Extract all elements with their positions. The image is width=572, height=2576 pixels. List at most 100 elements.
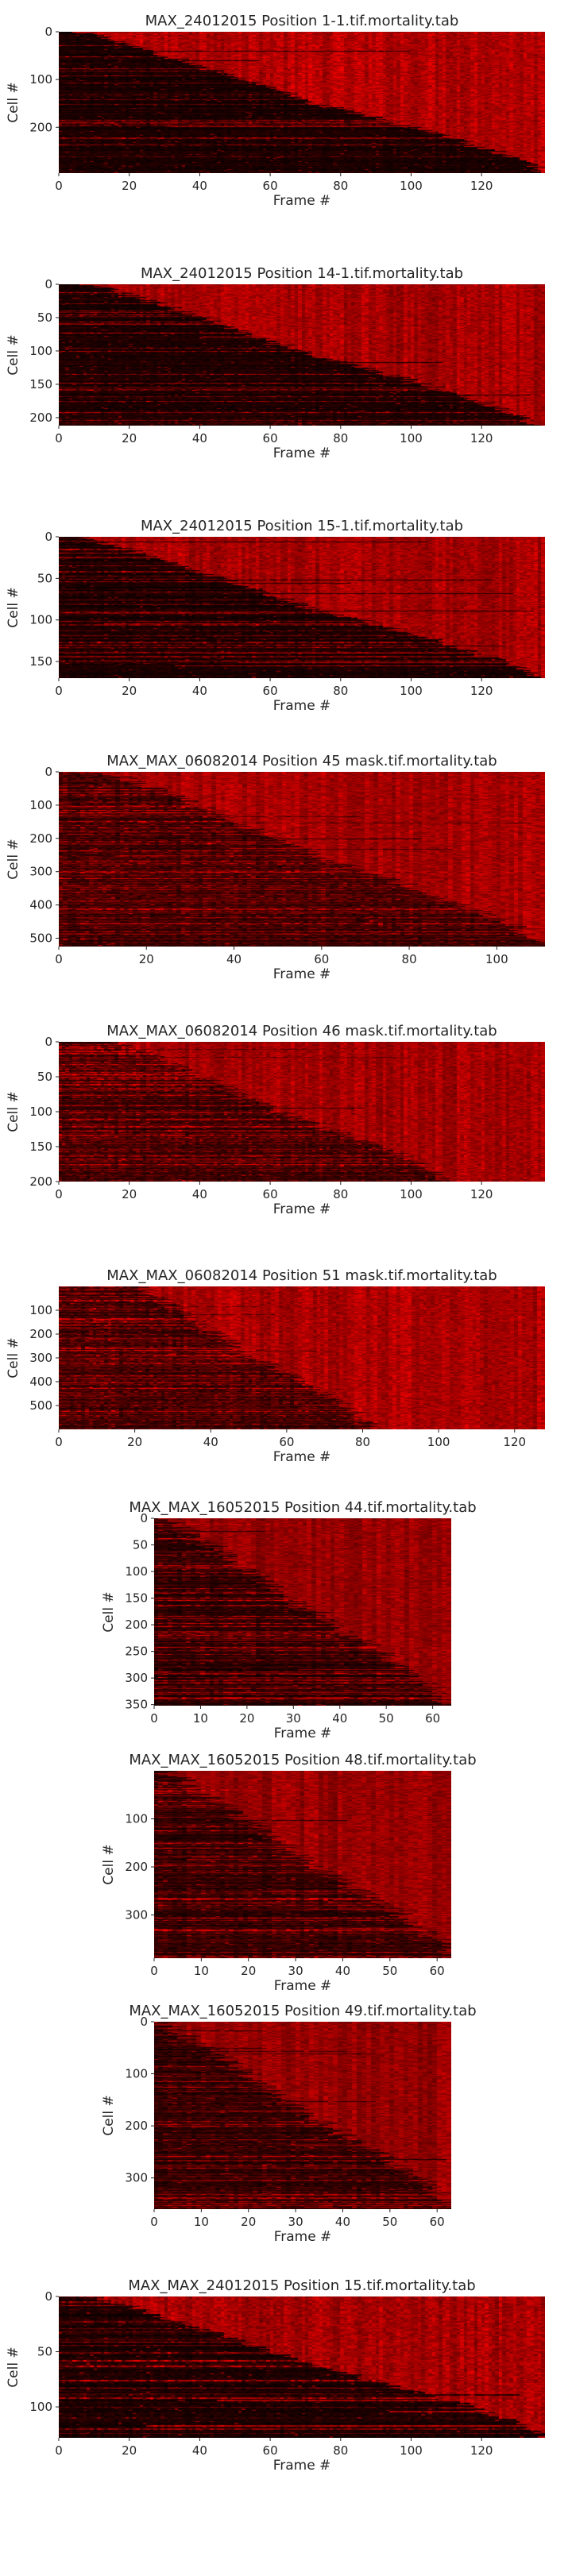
x-tick-label: 120 [470, 179, 493, 193]
y-tick-label: 200 [29, 411, 52, 425]
y-tick-label: 50 [37, 1070, 52, 1084]
heatmap-cells [154, 1771, 451, 1958]
y-tick-label: 200 [29, 120, 52, 134]
x-tick-label: 10 [193, 1711, 208, 1726]
y-tick-label: 100 [125, 2067, 148, 2081]
y-tick-label: 200 [125, 1618, 148, 1632]
x-tick-label: 60 [314, 952, 329, 966]
y-tick-label: 250 [125, 1645, 148, 1659]
y-tick-label: 0 [44, 25, 52, 39]
chart-title: MAX_MAX_16052015 Position 48.tif.mortali… [129, 1752, 476, 1768]
y-axis-label: Cell # [6, 587, 21, 627]
heatmap-cells [59, 284, 545, 426]
y-axis-label: Cell # [101, 1591, 117, 1632]
x-tick-label: 40 [203, 1435, 218, 1449]
x-tick-label: 0 [55, 2443, 63, 2458]
x-tick-label: 20 [127, 1435, 142, 1449]
y-tick-label: 500 [29, 1398, 52, 1413]
y-tick-label: 200 [125, 1860, 148, 1874]
x-tick-label: 0 [55, 952, 63, 966]
heatmap-cells [59, 32, 545, 173]
x-tick-label: 60 [430, 1964, 445, 1978]
y-tick-label: 400 [29, 898, 52, 912]
x-tick-label: 40 [226, 952, 242, 966]
x-tick-label: 30 [288, 2215, 303, 2229]
y-tick-label: 0 [44, 765, 52, 779]
y-tick-label: 350 [125, 1698, 148, 1712]
x-tick-label: 80 [402, 952, 417, 966]
y-axis-label: Cell # [6, 334, 21, 375]
y-tick-label: 0 [44, 1035, 52, 1049]
x-axis-label: Frame # [273, 2458, 331, 2474]
chart-title: MAX_MAX_16052015 Position 44.tif.mortali… [129, 1499, 476, 1516]
heatmap-cells [59, 772, 545, 947]
y-tick-label: 200 [29, 831, 52, 846]
x-tick-label: 40 [192, 2443, 207, 2458]
chart-panel-10: MAX_MAX_24012015 Position 15.tif.mortali… [6, 2277, 545, 2474]
y-axis-label: Cell # [6, 1337, 21, 1378]
chart-title: MAX_MAX_06082014 Position 46 mask.tif.mo… [106, 1023, 497, 1039]
chart-panel-1: MAX_24012015 Position 1-1.tif.mortality.… [6, 13, 545, 209]
chart-title: MAX_MAX_24012015 Position 15.tif.mortali… [128, 2277, 475, 2294]
y-tick-label: 0 [44, 277, 52, 291]
x-tick-label: 100 [427, 1435, 450, 1449]
x-tick-label: 40 [332, 1711, 347, 1726]
x-tick-label: 0 [55, 684, 63, 698]
x-tick-label: 40 [335, 1964, 350, 1978]
chart-panel-8: MAX_MAX_16052015 Position 48.tif.mortali… [101, 1752, 477, 1994]
x-tick-label: 60 [425, 1711, 440, 1726]
x-tick-label: 60 [279, 1435, 294, 1449]
x-tick-label: 100 [485, 952, 508, 966]
x-axis-label: Frame # [273, 1201, 331, 1217]
y-tick-label: 300 [29, 865, 52, 879]
y-tick-label: 150 [29, 1140, 52, 1154]
y-axis-label: Cell # [6, 2347, 21, 2387]
x-tick-label: 120 [470, 1187, 493, 1201]
x-tick-label: 20 [241, 1964, 256, 1978]
y-tick-label: 300 [125, 2171, 148, 2185]
x-tick-label: 0 [55, 1435, 63, 1449]
chart-title: MAX_24012015 Position 1-1.tif.mortality.… [145, 13, 459, 29]
x-tick-label: 30 [288, 1964, 303, 1978]
x-tick-label: 50 [382, 2215, 397, 2229]
y-tick-label: 300 [29, 1351, 52, 1365]
y-axis-label: Cell # [6, 1091, 21, 1132]
y-tick-label: 50 [37, 571, 52, 585]
heatmap-cells [59, 1286, 545, 1429]
chart-panel-2: MAX_24012015 Position 14-1.tif.mortality… [6, 265, 545, 461]
x-tick-label: 20 [122, 2443, 137, 2458]
x-axis-label: Frame # [273, 1449, 331, 1465]
y-tick-label: 0 [44, 530, 52, 544]
y-tick-label: 200 [125, 2119, 148, 2133]
chart-panel-9: MAX_MAX_16052015 Position 49.tif.mortali… [101, 2003, 477, 2245]
y-tick-label: 100 [125, 1564, 148, 1579]
x-tick-label: 0 [150, 2215, 158, 2229]
y-axis-label: Cell # [6, 839, 21, 879]
y-axis-label: Cell # [101, 1844, 117, 1884]
heatmap-cells [59, 537, 545, 678]
y-tick-label: 0 [140, 1511, 148, 1525]
x-tick-label: 40 [335, 2215, 350, 2229]
x-tick-label: 20 [122, 431, 137, 445]
chart-title: MAX_24012015 Position 15-1.tif.mortality… [141, 518, 463, 534]
x-tick-label: 60 [263, 431, 278, 445]
x-tick-label: 0 [150, 1964, 158, 1978]
chart-title: MAX_24012015 Position 14-1.tif.mortality… [141, 265, 463, 282]
y-tick-label: 0 [140, 2015, 148, 2029]
x-tick-label: 80 [333, 2443, 348, 2458]
x-tick-label: 80 [333, 179, 348, 193]
x-axis-label: Frame # [274, 1978, 332, 1994]
x-tick-label: 20 [122, 179, 137, 193]
y-tick-label: 100 [29, 2400, 52, 2414]
x-tick-label: 60 [430, 2215, 445, 2229]
chart-title: MAX_MAX_16052015 Position 49.tif.mortali… [129, 2003, 476, 2019]
x-tick-label: 100 [400, 2443, 423, 2458]
x-tick-label: 60 [263, 179, 278, 193]
y-tick-label: 100 [29, 344, 52, 358]
x-tick-label: 80 [355, 1435, 370, 1449]
chart-title: MAX_MAX_06082014 Position 45 mask.tif.mo… [106, 753, 497, 769]
x-tick-label: 20 [241, 2215, 256, 2229]
y-tick-label: 500 [29, 931, 52, 946]
y-tick-label: 50 [37, 310, 52, 325]
